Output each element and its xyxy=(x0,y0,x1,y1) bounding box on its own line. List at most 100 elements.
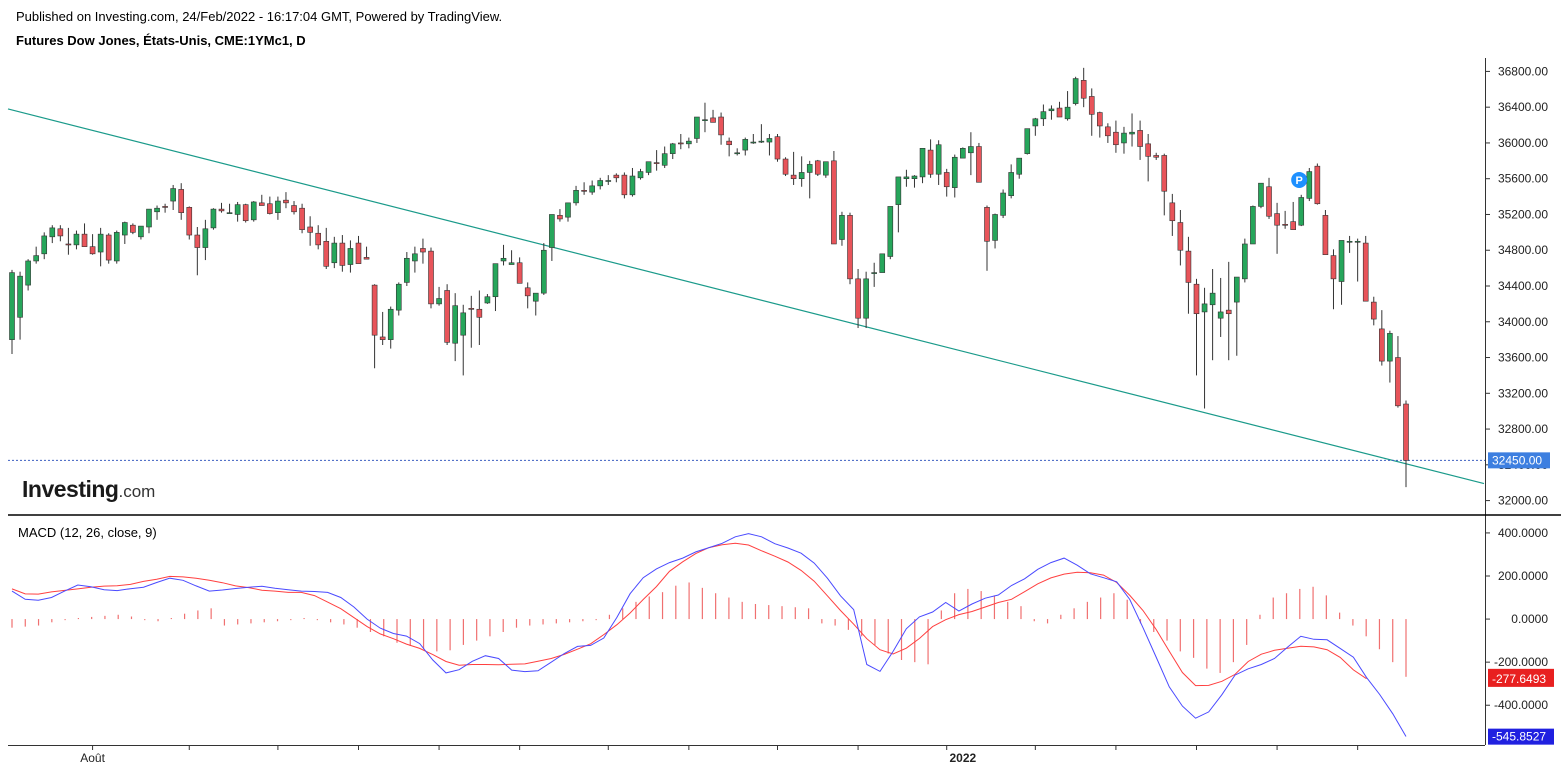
candle[interactable] xyxy=(1354,238,1361,282)
candle[interactable] xyxy=(702,102,708,133)
candle[interactable] xyxy=(250,201,257,222)
candle[interactable] xyxy=(798,156,805,187)
candle[interactable] xyxy=(186,206,193,240)
candle[interactable] xyxy=(637,168,644,180)
candle[interactable] xyxy=(823,161,829,178)
candle[interactable] xyxy=(1314,163,1321,205)
candle[interactable] xyxy=(1233,276,1240,356)
candle[interactable] xyxy=(968,132,974,176)
candle[interactable] xyxy=(33,246,39,264)
candle[interactable] xyxy=(1105,123,1111,143)
candle[interactable] xyxy=(105,233,112,264)
candle[interactable] xyxy=(347,240,354,273)
candle[interactable] xyxy=(1225,261,1232,361)
candle[interactable] xyxy=(1258,182,1264,209)
candle[interactable] xyxy=(73,230,80,250)
candle[interactable] xyxy=(242,203,249,223)
candle[interactable] xyxy=(524,282,531,309)
candle[interactable] xyxy=(355,235,362,264)
candle[interactable] xyxy=(210,208,217,230)
candle[interactable] xyxy=(1080,67,1087,108)
candle[interactable] xyxy=(444,284,450,346)
candle[interactable] xyxy=(1016,157,1023,179)
candle[interactable] xyxy=(363,246,370,260)
candle[interactable] xyxy=(710,109,716,123)
candle[interactable] xyxy=(428,247,434,309)
candle[interactable] xyxy=(9,269,15,354)
candle[interactable] xyxy=(146,208,152,234)
candle[interactable] xyxy=(452,293,458,362)
candle[interactable] xyxy=(420,238,426,264)
candle[interactable] xyxy=(629,167,636,197)
candle[interactable] xyxy=(379,311,386,346)
candle[interactable] xyxy=(1274,202,1280,254)
candle[interactable] xyxy=(275,196,281,220)
candle[interactable] xyxy=(1177,210,1184,266)
candle[interactable] xyxy=(1032,117,1039,136)
candle[interactable] xyxy=(1290,201,1296,230)
candle[interactable] xyxy=(1282,210,1288,229)
candle[interactable] xyxy=(226,203,233,214)
candle[interactable] xyxy=(395,282,402,316)
candle[interactable] xyxy=(726,137,732,157)
candle[interactable] xyxy=(1072,76,1079,106)
candle[interactable] xyxy=(589,180,595,195)
candle[interactable] xyxy=(1145,134,1151,182)
candle[interactable] xyxy=(790,151,797,185)
candle[interactable] xyxy=(516,257,523,284)
candle[interactable] xyxy=(1395,336,1401,408)
candle[interactable] xyxy=(57,225,64,242)
candle[interactable] xyxy=(847,212,853,285)
candle[interactable] xyxy=(130,223,136,235)
candle[interactable] xyxy=(879,253,886,273)
candle[interactable] xyxy=(1008,164,1014,199)
candle[interactable] xyxy=(1113,120,1119,153)
candle[interactable] xyxy=(1322,210,1329,256)
candle[interactable] xyxy=(734,148,741,156)
candle[interactable] xyxy=(508,250,515,265)
candle[interactable] xyxy=(1097,111,1103,138)
candle[interactable] xyxy=(339,235,346,272)
candle[interactable] xyxy=(1379,310,1385,366)
candle[interactable] xyxy=(1056,101,1063,118)
candle[interactable] xyxy=(25,259,31,291)
candle[interactable] xyxy=(814,159,821,177)
candle[interactable] xyxy=(1185,236,1192,314)
candle[interactable] xyxy=(782,157,789,177)
candle[interactable] xyxy=(1209,269,1216,361)
candle[interactable] xyxy=(686,137,692,149)
candle[interactable] xyxy=(573,185,579,206)
candle[interactable] xyxy=(1000,189,1006,219)
candle[interactable] xyxy=(887,206,894,260)
candle[interactable] xyxy=(17,271,23,340)
candle[interactable] xyxy=(1362,235,1369,302)
candle[interactable] xyxy=(387,306,394,349)
candle[interactable] xyxy=(984,205,990,271)
candle[interactable] xyxy=(412,246,418,273)
candle[interactable] xyxy=(468,295,475,348)
candle[interactable] xyxy=(138,225,144,240)
candle[interactable] xyxy=(532,292,539,316)
candle[interactable] xyxy=(1370,296,1377,326)
candle[interactable] xyxy=(492,263,499,312)
candle[interactable] xyxy=(694,116,700,143)
candle[interactable] xyxy=(613,173,620,183)
candle[interactable] xyxy=(960,147,966,159)
candle[interactable] xyxy=(1266,177,1272,219)
candle[interactable] xyxy=(234,201,241,222)
candle[interactable] xyxy=(202,219,209,261)
candle[interactable] xyxy=(1330,249,1337,310)
candle[interactable] xyxy=(750,134,757,144)
candle[interactable] xyxy=(283,192,289,209)
candle[interactable] xyxy=(1298,194,1305,227)
pivot-marker[interactable]: P xyxy=(1291,171,1308,188)
candle[interactable] xyxy=(1306,167,1313,202)
candle[interactable] xyxy=(89,234,96,255)
candle[interactable] xyxy=(565,202,571,222)
candle[interactable] xyxy=(1403,400,1409,488)
candle[interactable] xyxy=(621,172,628,199)
candle[interactable] xyxy=(500,244,507,266)
candle[interactable] xyxy=(41,232,48,260)
candle[interactable] xyxy=(113,230,120,264)
